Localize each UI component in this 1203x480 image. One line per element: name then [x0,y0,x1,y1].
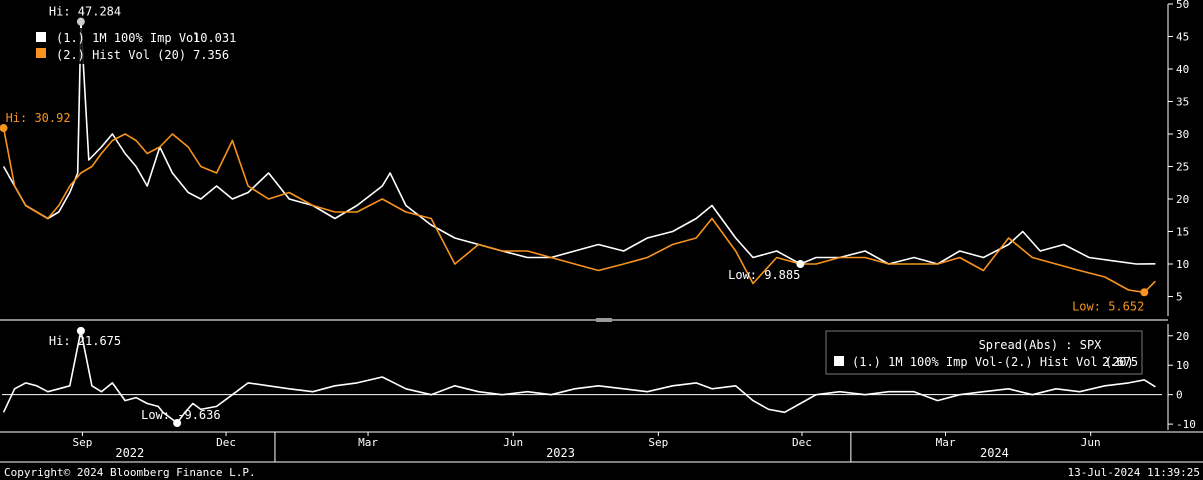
pane-divider-grip[interactable] [596,318,612,322]
annotation-marker [0,124,8,133]
bottom-legend: Spread(Abs) : SPX (1.) 1M 100% Imp Vol-(… [825,330,1143,375]
legend-swatch-series1 [36,32,46,42]
legend-value-series1: 10.031 [193,31,236,45]
y-tick-label: 10 [1176,258,1189,271]
legend-swatch-series2 [36,48,46,58]
series-line-pane0-1 [2,127,1156,294]
series-line-pane1-0 [2,329,1156,424]
x-tick-label: Dec [216,436,236,449]
y-tick-label: 45 [1176,31,1189,44]
annotation-label: Hi: 21.675 [49,334,121,348]
annotation-marker [76,17,85,26]
series-layer [2,20,1156,424]
y-tick-label: 10 [1176,359,1189,372]
annotation-label: Hi: 47.284 [49,5,121,19]
x-tick-label: Sep [73,436,93,449]
legend-label-series1: (1.) 1M 100% Imp Vol [56,31,201,45]
annotation-layer: Hi: 47.284 Hi: 30.92 Low: 9.885 Low: 5.652 H… [0,5,1149,428]
x-tick-label: Dec [792,436,812,449]
annotation-label: Low: -9.636 [141,408,220,422]
year-label: 2024 [980,446,1009,460]
y-tick-label: 20 [1176,330,1189,343]
year-label: 2023 [546,446,575,460]
y-tick-label: 15 [1176,226,1189,239]
annotation-marker [76,326,85,335]
series-line-pane0-0 [2,20,1156,265]
y-tick-label: 5 [1176,291,1183,304]
x-tick-label: Mar [358,436,378,449]
annotation-marker [1140,288,1149,297]
top-legend: (1.) 1M 100% Imp Vol 10.031 (2.) Hist Vo… [30,28,240,64]
timestamp-text: 13-Jul-2024 11:39:25 [1068,466,1200,479]
y-tick-label: 35 [1176,96,1189,109]
annotation-marker [173,419,182,428]
y-tick-label: 0 [1176,389,1183,402]
legend-value-series2: 7.356 [193,48,229,62]
legend-swatch-spread [834,356,844,366]
legend-title-spread: Spread(Abs) : SPX [979,338,1103,352]
year-label: 2022 [115,446,144,460]
y-tick-label: 40 [1176,63,1189,76]
copyright-text: Copyright© 2024 Bloomberg Finance L.P. [4,466,256,479]
legend-label-spread: (1.) 1M 100% Imp Vol-(2.) Hist Vol (20) [852,355,1134,369]
x-tick-label: Jun [503,436,523,449]
y-tick-label: 20 [1176,193,1189,206]
annotation-label: Low: 5.652 [1072,299,1144,313]
legend-label-series2: (2.) Hist Vol (20) [56,48,186,62]
annotation-label: Hi: 30.92 [6,111,71,125]
x-tick-label: Sep [648,436,668,449]
y-tick-label: 25 [1176,161,1189,174]
legend-value-spread: 2.675 [1102,355,1138,369]
y-tick-label: 30 [1176,128,1189,141]
x-tick-label: Mar [936,436,956,449]
y-tick-label: 50 [1176,0,1189,11]
y-tick-label: -10 [1176,418,1196,431]
annotation-label: Low: 9.885 [728,268,800,282]
annotation-marker [796,260,805,268]
x-tick-label: Jun [1081,436,1101,449]
axes-layer: 5 10 15 20 25 30 35 40 45 50 -10 0 10 20 Sep Dec Mar Jun S… [0,0,1203,463]
